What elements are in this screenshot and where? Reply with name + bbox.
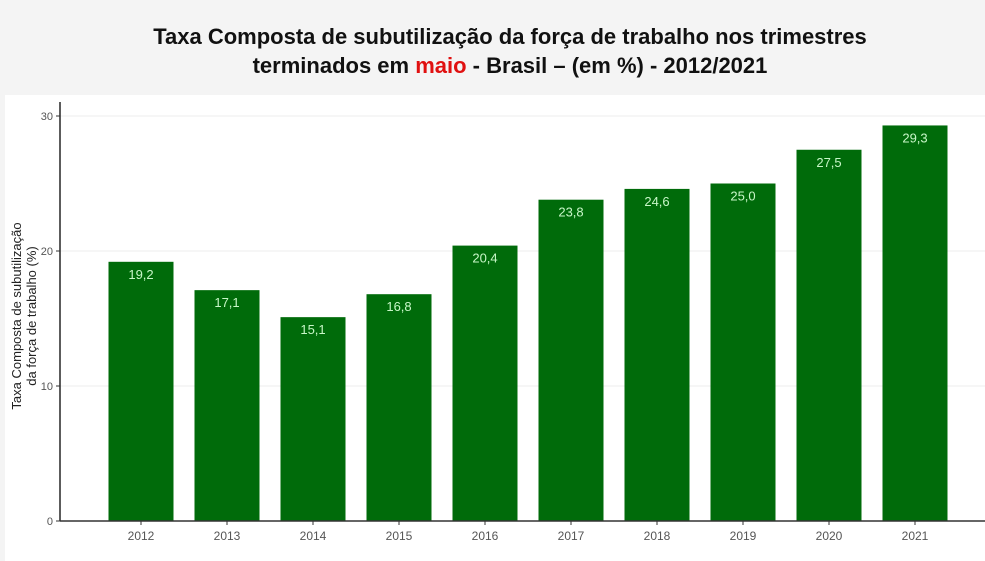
bar-2013 — [194, 290, 260, 521]
x-tick-label-2015: 2015 — [386, 529, 413, 543]
bar-2015 — [366, 294, 432, 521]
x-tick-label-2013: 2013 — [214, 529, 241, 543]
x-tick-label-2014: 2014 — [300, 529, 327, 543]
data-label-2020: 27,5 — [816, 155, 841, 170]
chart-title-line1: Taxa Composta de subutilização da força … — [153, 24, 867, 49]
data-label-2014: 15,1 — [300, 322, 325, 337]
title-highlight-month: maio — [415, 53, 467, 78]
bar-2012 — [108, 261, 174, 521]
x-tick-label-2021: 2021 — [902, 529, 929, 543]
data-label-2017: 23,8 — [558, 205, 583, 220]
data-label-2019: 25,0 — [730, 189, 755, 204]
y-tick-label-0: 0 — [47, 516, 53, 528]
bar-2019 — [710, 183, 776, 521]
y-tick-labels: 0 10 20 30 — [41, 111, 60, 528]
chart-title: Taxa Composta de subutilização da força … — [0, 22, 985, 80]
x-tick-label-2018: 2018 — [644, 529, 671, 543]
data-labels: 19,2 17,1 15,1 16,8 20,4 23,8 24,6 25,0 27,5 29,3 — [128, 130, 927, 337]
data-label-2015: 16,8 — [386, 299, 411, 314]
bar-2020 — [796, 149, 862, 521]
data-label-2013: 17,1 — [214, 295, 239, 310]
axes — [59, 102, 985, 522]
title-text-after: - Brasil – (em %) - 2012/2021 — [466, 53, 768, 78]
data-label-2021: 29,3 — [902, 130, 927, 145]
y-tick-label-30: 30 — [41, 111, 53, 123]
x-tick-label-2019: 2019 — [730, 529, 757, 543]
chart-title-line2: terminados em maio - Brasil – (em %) - 2… — [0, 51, 985, 80]
x-tick-labels: 2012 2013 2014 2015 2016 2017 2018 2019 2020 2021 — [128, 521, 929, 543]
y-tick-label-20: 20 — [41, 246, 53, 258]
x-tick-label-2012: 2012 — [128, 529, 155, 543]
data-label-2016: 20,4 — [472, 251, 497, 266]
bar-2017 — [538, 199, 604, 521]
x-tick-label-2016: 2016 — [472, 529, 499, 543]
bar-2014 — [280, 317, 346, 521]
bar-2018 — [624, 188, 690, 521]
bar-2021 — [882, 125, 948, 521]
bar-2016 — [452, 245, 518, 521]
data-label-2012: 19,2 — [128, 267, 153, 282]
y-tick-label-10: 10 — [41, 381, 53, 393]
data-label-2018: 24,6 — [644, 194, 669, 209]
x-tick-label-2020: 2020 — [816, 529, 843, 543]
y-axis-title-line2: da força de trabalho (%) — [24, 246, 39, 385]
bars — [108, 125, 948, 521]
x-tick-label-2017: 2017 — [558, 529, 585, 543]
title-text-before: terminados em — [252, 53, 416, 78]
y-axis-title-line1: Taxa Composta de subutilização — [9, 222, 24, 409]
